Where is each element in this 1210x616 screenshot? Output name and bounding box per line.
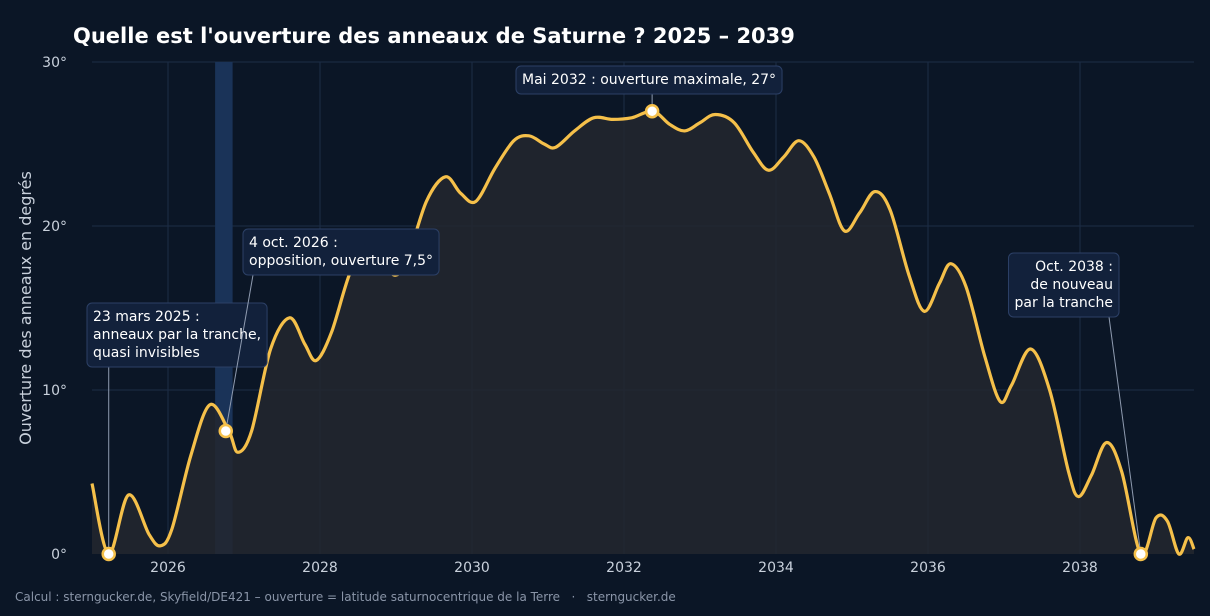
annotation-leader [1108,316,1142,555]
annotation-box [242,228,440,276]
annotations: 23 mars 2025 : anneaux par la tranche, qua… [86,65,1149,562]
chart-title: Quelle est l'ouverture des anneaux de Sa… [73,24,795,48]
annotation: 23 mars 2025 : anneaux par la tranche, qua… [86,302,268,562]
y-tick-label: 30° [42,55,67,71]
series-line [90,109,1196,557]
x-tick-label: 2036 [910,560,946,576]
annotation: Mai 2032 : ouverture maximale, 27° [515,65,783,119]
annotation-box [1008,252,1120,318]
y-axis: 0° 10° 20° 30° [42,55,67,563]
x-tick-label: 2028 [302,560,338,576]
y-tick-label: 0° [51,547,67,563]
annotation-text: Oct. 2038 : [1035,259,1113,275]
y-axis-label: Ouverture des anneaux en degrés [16,171,35,445]
annotation: 4 oct. 2026 : opposition, ouverture 7,5° [218,228,440,439]
y-tick-label: 20° [42,219,67,235]
y-tick-label: 10° [42,383,67,399]
annotation-leader [225,274,254,432]
footer-note: Calcul : sterngucker.de, Skyfield/DE421 … [15,590,676,604]
annotation-text: opposition, ouverture 7,5° [249,253,433,269]
x-axis: 2026 2028 2030 2032 2034 2036 2038 [150,560,1098,576]
annotation-marker [101,546,116,562]
annotation-text: anneaux par la tranche, [93,327,261,343]
annotation-text: quasi invisibles [93,345,200,361]
annotation-text: de nouveau [1030,277,1113,293]
x-tick-label: 2026 [150,560,186,576]
x-tick-label: 2034 [758,560,794,576]
x-tick-label: 2030 [454,560,490,576]
x-tick-label: 2038 [1062,560,1098,576]
x-tick-label: 2032 [606,560,642,576]
annotation-marker [644,103,660,119]
area-fill [92,111,1194,556]
annotation-marker [218,423,234,439]
annotation-marker [1133,546,1149,562]
annotation-text: par la tranche [1015,295,1113,311]
annotation: Oct. 2038 : de nouveau par la tranche [1008,252,1149,562]
annotation-box [86,302,268,368]
annotation-box [515,65,783,95]
annotation-text: 4 oct. 2026 : [249,235,338,251]
annotation-text: Mai 2032 : ouverture maximale, 27° [522,72,776,88]
annotation-text: 23 mars 2025 : [93,309,200,325]
